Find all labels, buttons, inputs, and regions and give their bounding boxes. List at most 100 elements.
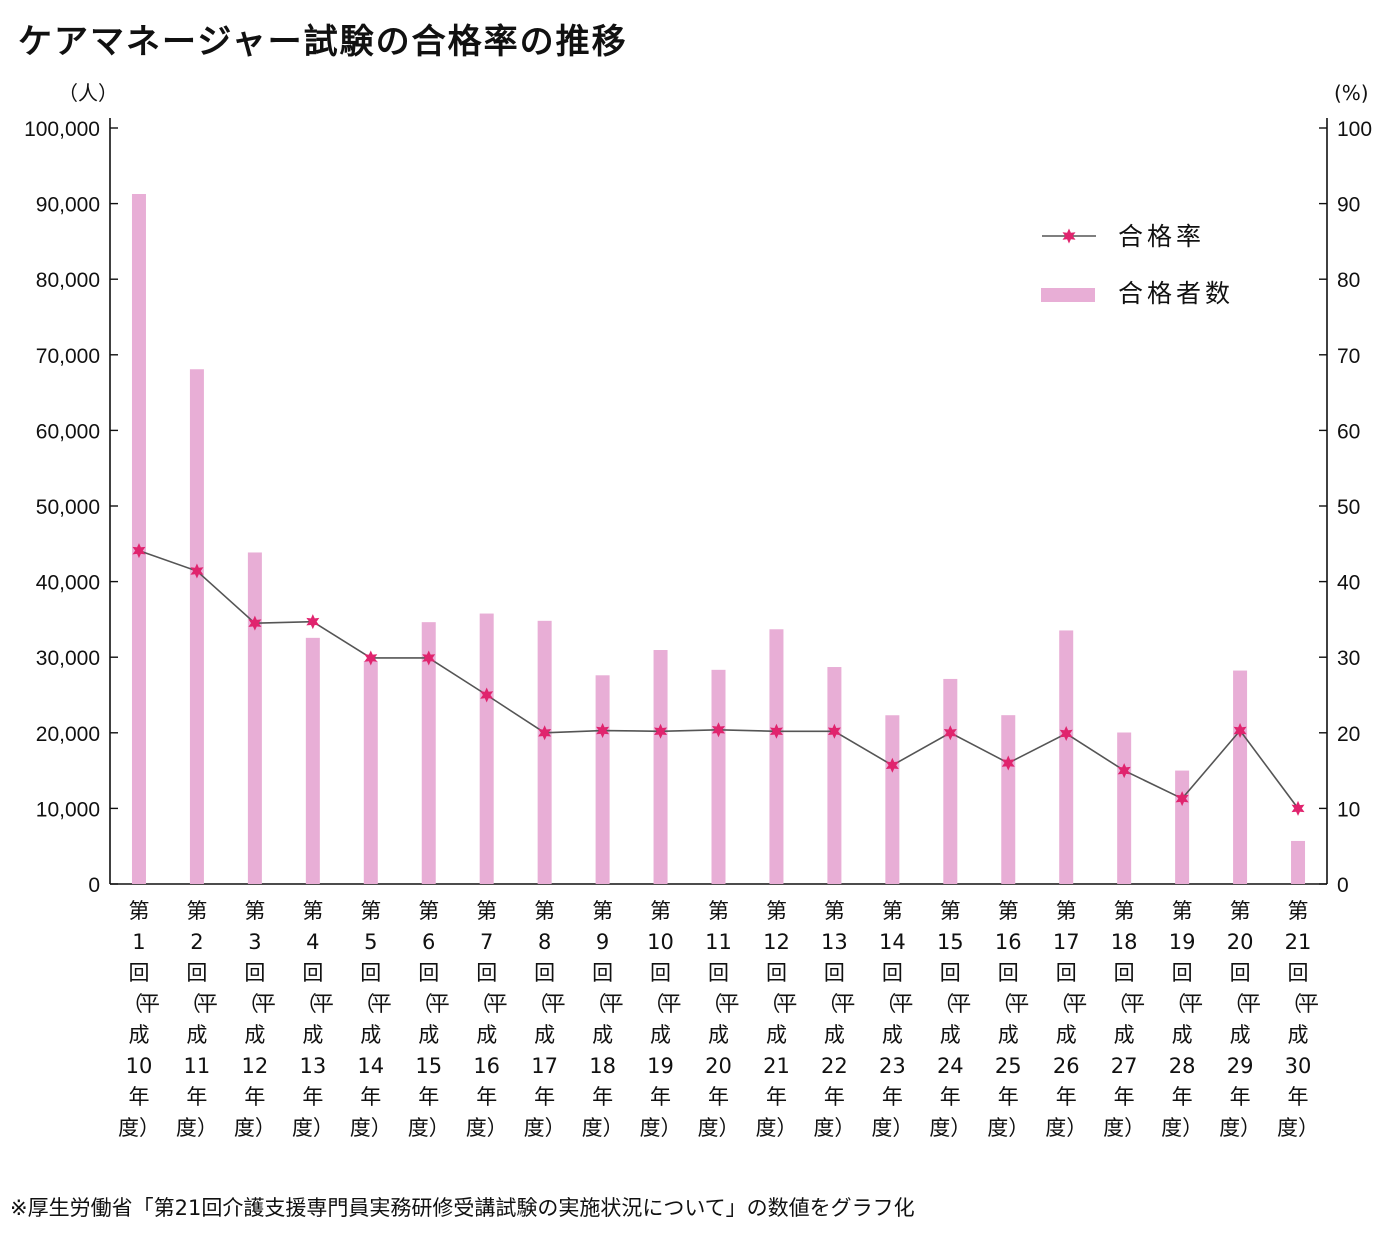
x-tick-label: （平 bbox=[817, 992, 854, 1016]
right-tick-label: 20 bbox=[1337, 723, 1360, 746]
rate-point bbox=[364, 650, 378, 666]
x-tick-label: 成 bbox=[244, 1023, 265, 1047]
x-tick-label: 度） bbox=[582, 1116, 624, 1140]
x-tick-label: 7 bbox=[480, 930, 493, 954]
x-tick-label: 年 bbox=[1230, 1085, 1251, 1109]
x-tick-label: 度） bbox=[1103, 1116, 1145, 1140]
x-tick-label: 年 bbox=[1056, 1085, 1077, 1109]
x-tick-label: 年 bbox=[534, 1085, 555, 1109]
x-tick-label: 度） bbox=[1045, 1116, 1087, 1140]
x-tick-label: 度） bbox=[813, 1116, 855, 1140]
rate-point bbox=[248, 615, 262, 631]
left-tick-label: 90,000 bbox=[36, 194, 100, 217]
x-tick-label: 年 bbox=[1172, 1085, 1193, 1109]
x-tick-label: 20 bbox=[1227, 930, 1254, 954]
x-tick-label: 18 bbox=[589, 1054, 616, 1078]
rate-point bbox=[1233, 723, 1247, 739]
bar bbox=[1175, 770, 1190, 884]
x-tick-label: 22 bbox=[821, 1054, 848, 1078]
bars bbox=[131, 194, 1306, 885]
x-tick-label: 21 bbox=[1285, 930, 1312, 954]
x-tick-label: 年 bbox=[766, 1085, 787, 1109]
rate-point bbox=[1175, 791, 1189, 807]
right-tick-label: 70 bbox=[1337, 345, 1360, 368]
x-tick-label: 第 bbox=[650, 899, 671, 923]
x-tick-label: 回 bbox=[1288, 961, 1309, 985]
rate-point bbox=[306, 614, 320, 630]
x-tick-label: 13 bbox=[821, 930, 848, 954]
bar bbox=[885, 715, 900, 884]
x-tick-label: 第 bbox=[1288, 899, 1309, 923]
x-tick-label: 年 bbox=[940, 1085, 961, 1109]
rate-point bbox=[1117, 763, 1131, 779]
x-tick-label: （平 bbox=[354, 992, 391, 1016]
x-tick-label: 14 bbox=[357, 1054, 384, 1078]
left-tick-label: 100,000 bbox=[24, 118, 100, 141]
x-tick-label: （平 bbox=[991, 992, 1028, 1016]
right-tick-label: 10 bbox=[1337, 798, 1360, 821]
x-tick-label: 年 bbox=[592, 1085, 613, 1109]
rate-point bbox=[712, 722, 725, 738]
x-tick-label: （平 bbox=[412, 992, 449, 1016]
x-tick-label: 度） bbox=[1219, 1116, 1261, 1140]
bar bbox=[653, 650, 668, 884]
bar bbox=[711, 669, 726, 884]
rate-point bbox=[654, 723, 668, 739]
x-tick-label: 年 bbox=[360, 1085, 381, 1109]
x-tick-label: 成 bbox=[1288, 1023, 1309, 1047]
x-tick-label: （平 bbox=[875, 992, 912, 1016]
legend-label: 合格率 bbox=[1118, 222, 1205, 251]
right-tick-label: 90 bbox=[1337, 194, 1360, 217]
x-tick-label: 11 bbox=[184, 1054, 211, 1078]
x-tick-label: 度） bbox=[466, 1116, 508, 1140]
x-tick-label: 12 bbox=[763, 930, 790, 954]
x-tick-label: 30 bbox=[1285, 1054, 1312, 1078]
chart-title: ケアマネージャー試験の合格率の推移 bbox=[18, 22, 628, 62]
rate-point bbox=[943, 725, 957, 741]
x-tick-label: 回 bbox=[592, 961, 613, 985]
x-tick-label: 第 bbox=[186, 899, 207, 923]
x-tick-label: 回 bbox=[940, 961, 961, 985]
bar bbox=[1059, 630, 1074, 884]
x-tick-label: 第 bbox=[998, 899, 1019, 923]
x-tick-label: 成 bbox=[534, 1023, 555, 1047]
x-tick-label: 回 bbox=[708, 961, 729, 985]
bar bbox=[1233, 670, 1248, 884]
x-tick-label: 年 bbox=[998, 1085, 1019, 1109]
right-tick-label: 30 bbox=[1337, 647, 1360, 670]
x-tick-label: 回 bbox=[418, 961, 439, 985]
left-tick-label: 70,000 bbox=[36, 345, 100, 368]
left-tick-label: 40,000 bbox=[36, 572, 100, 595]
right-tick-label: 50 bbox=[1337, 496, 1360, 519]
rate-point bbox=[132, 543, 146, 559]
x-tick-label: 回 bbox=[476, 961, 497, 985]
x-tick-label: 年 bbox=[186, 1085, 207, 1109]
x-tick-label: 年 bbox=[824, 1085, 845, 1109]
x-tick-label: 度） bbox=[871, 1116, 913, 1140]
x-tick-label: 第 bbox=[766, 899, 787, 923]
x-tick-label: 第 bbox=[592, 899, 613, 923]
x-tick-label: 成 bbox=[766, 1023, 787, 1047]
x-tick-label: 年 bbox=[128, 1085, 149, 1109]
x-tick-label: 回 bbox=[766, 961, 787, 985]
x-tick-label: 年 bbox=[708, 1085, 729, 1109]
rate-point bbox=[885, 757, 899, 773]
x-tick-label: 回 bbox=[128, 961, 149, 985]
x-tick-label: 度） bbox=[698, 1116, 740, 1140]
rate-point bbox=[190, 563, 204, 579]
x-tick-label: （平 bbox=[1107, 992, 1144, 1016]
bar bbox=[131, 194, 146, 885]
x-tick-label: 度） bbox=[987, 1116, 1029, 1140]
x-tick-label: 年 bbox=[302, 1085, 323, 1109]
x-tick-label: 年 bbox=[650, 1085, 671, 1109]
left-tick-label: 60,000 bbox=[36, 420, 100, 443]
x-tick-label: 26 bbox=[1053, 1054, 1080, 1078]
rate-point bbox=[1059, 726, 1073, 742]
x-tick-label: 17 bbox=[531, 1054, 558, 1078]
x-tick-label: 6 bbox=[422, 930, 435, 954]
x-tick-label: 度） bbox=[118, 1116, 160, 1140]
x-tick-label: 回 bbox=[1172, 961, 1193, 985]
x-tick-label: 第 bbox=[882, 899, 903, 923]
x-tick-label: 10 bbox=[647, 930, 674, 954]
